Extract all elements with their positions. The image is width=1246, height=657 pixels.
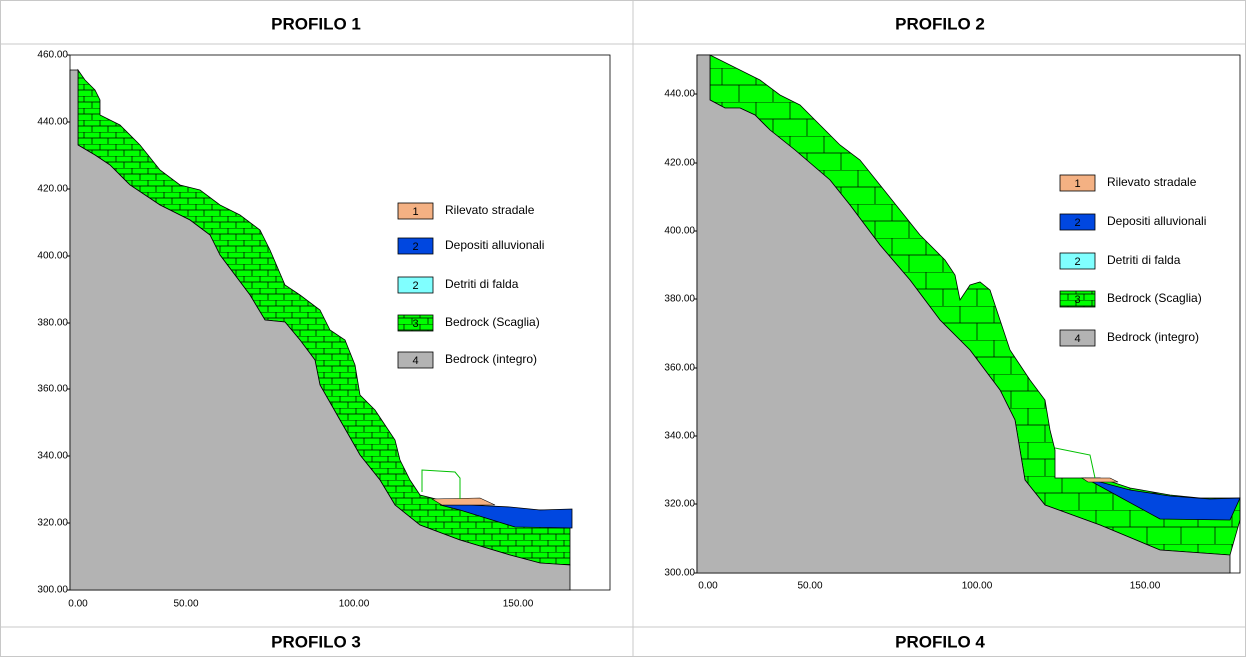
x-tick-label: 100.00: [962, 581, 993, 592]
legend-code: 1: [412, 206, 418, 218]
x-tick-label: 100.00: [339, 599, 370, 610]
header: PROFILO 2: [895, 14, 985, 33]
legend-swatch: [397, 276, 434, 294]
legend-swatch: [1059, 252, 1096, 270]
footer: PROFILO 3: [271, 632, 361, 651]
legend-label: Rilevato stradale: [445, 203, 535, 217]
legend-code: 2: [1074, 256, 1080, 268]
legend-swatch: [1059, 174, 1096, 192]
legend-code: 4: [1074, 333, 1080, 345]
y-tick-label: 320.00: [664, 499, 695, 510]
legend-label: Bedrock (Scaglia): [1107, 291, 1202, 305]
y-tick-label: 360.00: [37, 384, 68, 395]
legend-label: Depositi alluvionali: [1107, 214, 1206, 228]
legend-label: Bedrock (integro): [1107, 330, 1199, 344]
y-tick-label: 440.00: [37, 117, 68, 128]
x-tick-label: 0.00: [68, 599, 88, 610]
y-tick-label: 300.00: [37, 585, 68, 596]
legend-swatch: [1059, 290, 1096, 308]
legend-label: Detriti di falda: [445, 277, 519, 291]
legend-code: 2: [412, 241, 418, 253]
legend-swatch: [397, 202, 434, 220]
y-tick-label: 300.00: [664, 568, 695, 579]
legend-code: 2: [412, 280, 418, 292]
y-tick-label: 460.00: [37, 50, 68, 61]
profile-drawing: [696, 54, 1241, 574]
x-tick-label: 50.00: [797, 581, 822, 592]
y-tick-label: 340.00: [37, 451, 68, 462]
legend-label: Depositi alluvionali: [445, 238, 544, 252]
y-tick-label: 340.00: [664, 431, 695, 442]
x-tick-label: 0.00: [698, 581, 718, 592]
legend-label: Bedrock (Scaglia): [445, 315, 540, 329]
y-tick-label: 380.00: [37, 318, 68, 329]
legend-swatch: [1059, 329, 1096, 347]
legend-code: 2: [1074, 217, 1080, 229]
legend-swatch: [397, 314, 434, 332]
profile-drawing: [69, 54, 611, 591]
y-tick-label: 420.00: [664, 158, 695, 169]
legend-code: 3: [1074, 294, 1080, 306]
footer: PROFILO 4: [895, 632, 985, 651]
legend-swatch: [397, 351, 434, 369]
legend-label: Detriti di falda: [1107, 253, 1181, 267]
x-tick-label: 150.00: [503, 599, 534, 610]
y-tick-label: 320.00: [37, 518, 68, 529]
y-tick-label: 400.00: [664, 226, 695, 237]
y-tick-label: 380.00: [664, 294, 695, 305]
x-tick-label: 50.00: [173, 599, 198, 610]
legend-swatch: [397, 237, 434, 255]
header: PROFILO 1: [271, 14, 361, 33]
legend-swatch: [1059, 213, 1096, 231]
legend-label: Bedrock (integro): [445, 352, 537, 366]
y-tick-label: 440.00: [664, 89, 695, 100]
legend-code: 4: [412, 355, 418, 367]
legend-label: Rilevato stradale: [1107, 175, 1197, 189]
legend-code: 3: [412, 318, 418, 330]
x-tick-label: 150.00: [1130, 581, 1161, 592]
y-tick-label: 400.00: [37, 251, 68, 262]
y-tick-label: 420.00: [37, 184, 68, 195]
legend-code: 1: [1074, 178, 1080, 190]
y-tick-label: 360.00: [664, 363, 695, 374]
